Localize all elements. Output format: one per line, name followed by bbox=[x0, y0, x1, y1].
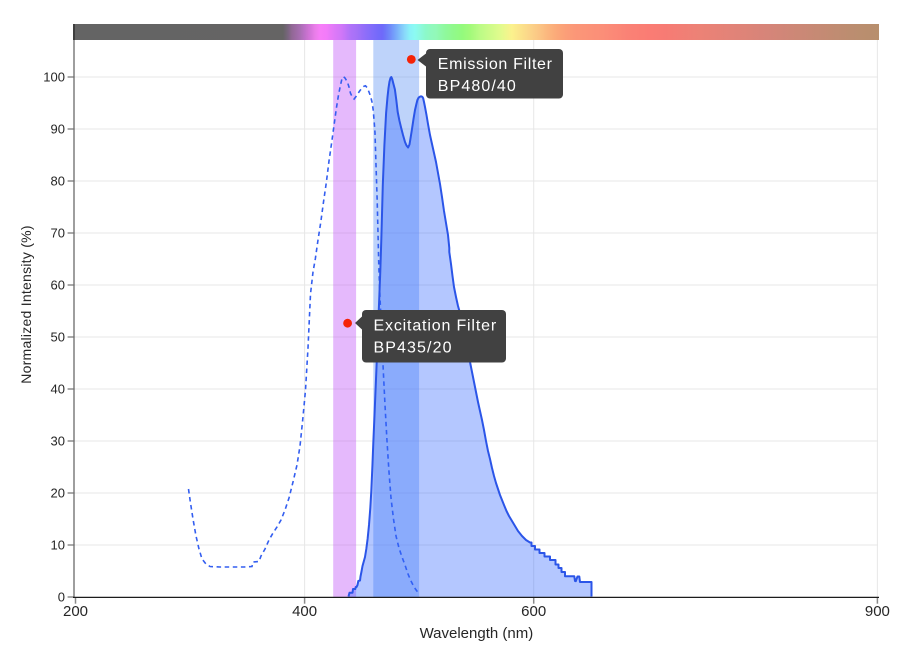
svg-text:40: 40 bbox=[51, 382, 65, 397]
svg-text:Normalized Intensity (%): Normalized Intensity (%) bbox=[18, 225, 34, 384]
svg-text:0: 0 bbox=[58, 590, 65, 605]
svg-text:20: 20 bbox=[51, 486, 65, 501]
svg-text:60: 60 bbox=[51, 278, 65, 293]
svg-text:30: 30 bbox=[51, 434, 65, 449]
svg-text:10: 10 bbox=[51, 538, 65, 553]
svg-text:100: 100 bbox=[43, 70, 65, 85]
svg-text:BP480/40: BP480/40 bbox=[438, 78, 517, 95]
svg-text:Emission Filter: Emission Filter bbox=[438, 56, 553, 73]
svg-text:Excitation Filter: Excitation Filter bbox=[374, 318, 497, 335]
svg-text:80: 80 bbox=[51, 174, 65, 189]
svg-text:900: 900 bbox=[865, 603, 890, 620]
svg-text:90: 90 bbox=[51, 122, 65, 137]
svg-text:200: 200 bbox=[63, 603, 88, 620]
svg-text:600: 600 bbox=[521, 603, 546, 620]
svg-text:BP435/20: BP435/20 bbox=[374, 340, 453, 357]
svg-text:Wavelength (nm): Wavelength (nm) bbox=[420, 625, 534, 642]
svg-text:50: 50 bbox=[51, 330, 65, 345]
svg-text:70: 70 bbox=[51, 226, 65, 241]
svg-text:400: 400 bbox=[292, 603, 317, 620]
